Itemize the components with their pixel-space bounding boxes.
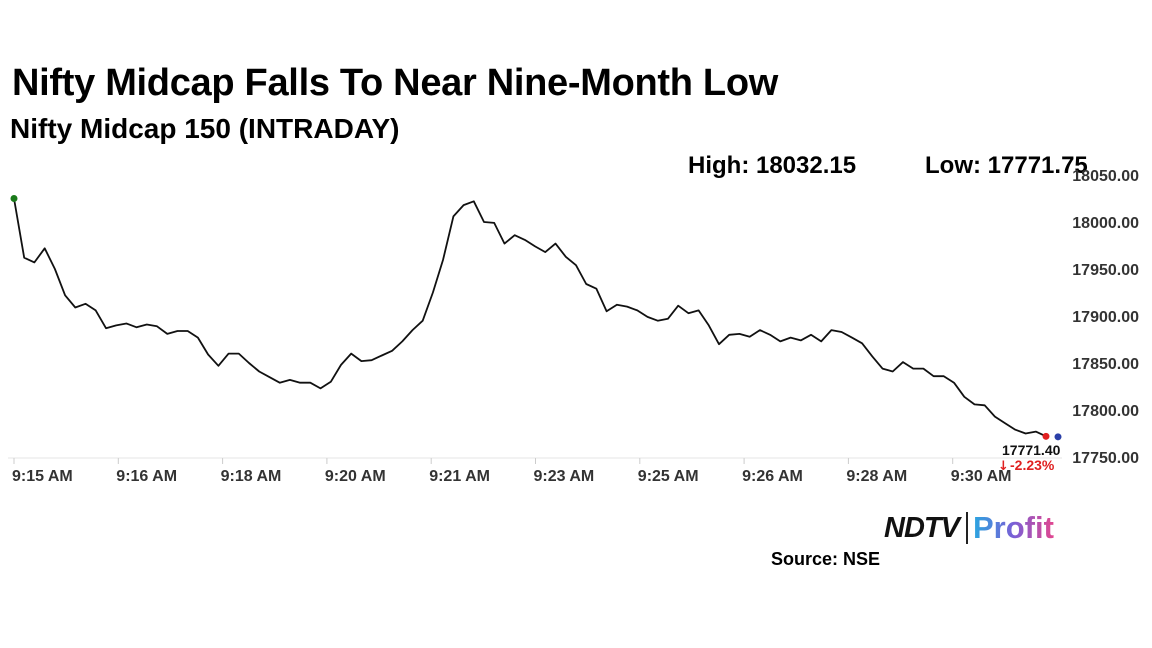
logo-ndtv-text: NDTV xyxy=(884,511,960,544)
y-tick-label: 17750.00 xyxy=(1072,450,1139,467)
last-value-label: 17771.40 xyxy=(1002,442,1061,458)
x-tick-label: 9:26 AM xyxy=(742,468,803,485)
low-stat: Low: 17771.75 xyxy=(925,152,1088,180)
y-tick-label: 18000.00 xyxy=(1072,215,1139,232)
change-percent-label: -2.23% xyxy=(1010,457,1055,473)
x-tick-label: 9:18 AM xyxy=(221,468,282,485)
x-tick-label: 9:15 AM xyxy=(12,468,73,485)
y-tick-label: 18050.00 xyxy=(1072,168,1139,185)
x-tick-label: 9:21 AM xyxy=(429,468,490,485)
low-label: Low: xyxy=(925,152,981,179)
logo-profit-text: Profit xyxy=(972,510,1054,545)
x-tick-label: 9:23 AM xyxy=(534,468,595,485)
start-point-marker xyxy=(10,195,18,202)
ndtv-profit-logo: NDTV Profit xyxy=(884,510,1054,546)
x-tick-label: 9:20 AM xyxy=(325,468,386,485)
y-tick-label: 17800.00 xyxy=(1072,403,1139,420)
x-tick-label: 9:16 AM xyxy=(116,468,177,485)
high-value: 18032.15 xyxy=(755,152,857,179)
y-tick-label: 17900.00 xyxy=(1072,309,1139,326)
low-value: 17771.75 xyxy=(987,152,1088,179)
x-tick-label: 9:25 AM xyxy=(638,468,699,485)
down-arrow-icon: ↓ xyxy=(998,459,1009,474)
y-tick-label: 17850.00 xyxy=(1072,356,1139,373)
logo-divider xyxy=(965,512,968,544)
y-tick-label: 17950.00 xyxy=(1072,262,1139,279)
high-stat: High: 18032.15 xyxy=(688,152,856,180)
price-line xyxy=(13,198,1047,438)
x-tick-label: 9:30 AM xyxy=(951,468,1012,485)
previous-close-marker xyxy=(1054,433,1062,441)
x-tick-label: 9:28 AM xyxy=(846,468,907,485)
chart-subtitle: Nifty Midcap 150 (INTRADAY) xyxy=(10,113,400,144)
high-label: High: xyxy=(688,152,750,179)
page-title: Nifty Midcap Falls To Near Nine-Month Lo… xyxy=(12,62,779,104)
last-point-marker xyxy=(1042,432,1050,440)
source-note: Source: NSE xyxy=(771,549,881,569)
